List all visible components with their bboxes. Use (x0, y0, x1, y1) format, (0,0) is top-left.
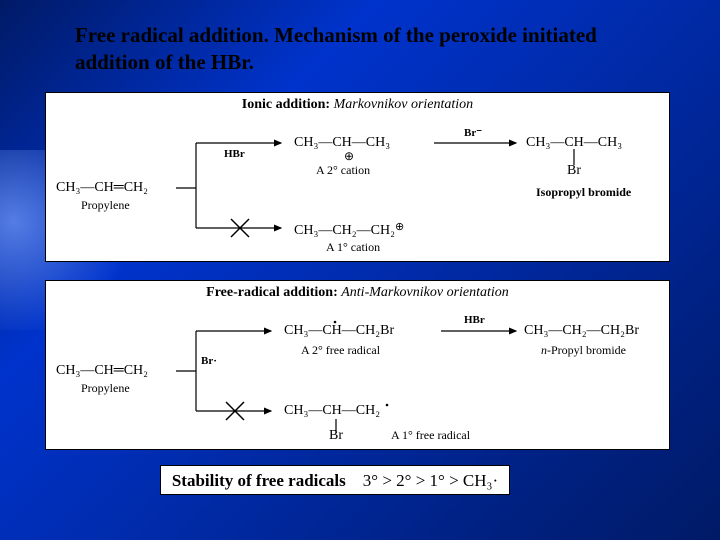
radical-product-formula: CH₃—CH₂—CH₂Br (524, 323, 639, 339)
radical-start-formula: CH₃—CH═CH₂ (56, 363, 148, 379)
radical-bot-label: A 1° free radical (391, 428, 470, 443)
panel-radical: Free-radical addition: Anti-Markovnikov … (45, 280, 670, 450)
radical-start-label: Propylene (81, 381, 130, 396)
page-title: Free radical addition. Mechanism of the … (75, 22, 675, 77)
radical-top-formula: CH₃—CH—CH₂Br (284, 323, 394, 339)
ionic-bot-label: A 1° cation (326, 240, 380, 255)
stability-box: Stability of free radicals 3° > 2° > 1° … (160, 465, 510, 495)
ionic-top-charge: ⊕ (344, 149, 354, 164)
ionic-top-label: A 2° cation (316, 163, 370, 178)
radical-bot-br: Br (329, 428, 343, 444)
ionic-product-label: Isopropyl bromide (536, 185, 631, 200)
panel-ionic: Ionic addition: Markovnikov orientation … (45, 92, 670, 262)
ionic-reagent: HBr (224, 148, 245, 160)
ionic-bot-charge: ⊕ (395, 221, 404, 233)
ionic-top-formula: CH₃—CH—CH₃ (294, 135, 390, 151)
ionic-bot-formula: CH₃—CH₂—CH₂⊕ (294, 220, 404, 239)
radical-bot-formula: CH₃—CH—CH₂ (284, 403, 380, 419)
radical-reagent: Br· (201, 355, 217, 367)
ionic-start-formula: CH₃—CH═CH₂ (56, 180, 148, 196)
ionic-bot-formula-text: CH₃—CH₂—CH₂ (294, 223, 395, 238)
radical-top-label: A 2° free radical (301, 343, 380, 358)
radical-product-label: n-Propyl bromide (541, 343, 626, 358)
stability-order: 3° > 2° > 1° > CH₃· (363, 471, 498, 490)
ionic-start-label: Propylene (81, 198, 130, 213)
radical-reagent2: HBr (464, 314, 485, 326)
ionic-reagent2: Br⁻ (464, 126, 482, 139)
ionic-product-br: Br (567, 163, 581, 179)
ionic-product-formula: CH₃—CH—CH₃ (526, 135, 622, 151)
stability-label: Stability of free radicals (172, 471, 346, 490)
